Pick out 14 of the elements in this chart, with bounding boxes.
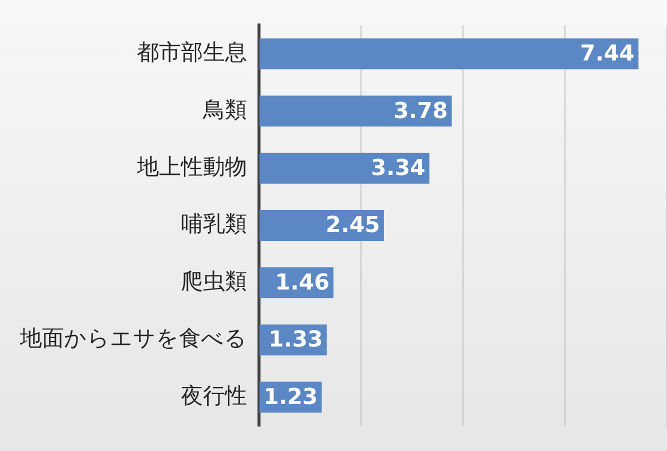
y-tick-label: 夜行性 xyxy=(181,384,247,409)
y-tick-label: 哺乳類 xyxy=(181,212,247,238)
data-label: 3.34 xyxy=(371,156,426,181)
data-label: 1.23 xyxy=(263,384,318,410)
data-label: 7.44 xyxy=(580,42,634,67)
data-label: 2.45 xyxy=(326,213,380,238)
data-label: 1.46 xyxy=(275,270,330,296)
y-tick-label: 地上性動物 xyxy=(136,154,247,180)
y-tick-label: 鳥類 xyxy=(202,98,247,123)
y-tick-label: 都市部生息 xyxy=(137,40,247,66)
data-label: 1.33 xyxy=(268,328,323,353)
y-tick-label: 爬虫類 xyxy=(181,269,247,294)
y-tick-label: 地面からエサを食べる xyxy=(19,326,247,352)
data-label: 3.78 xyxy=(394,98,448,124)
